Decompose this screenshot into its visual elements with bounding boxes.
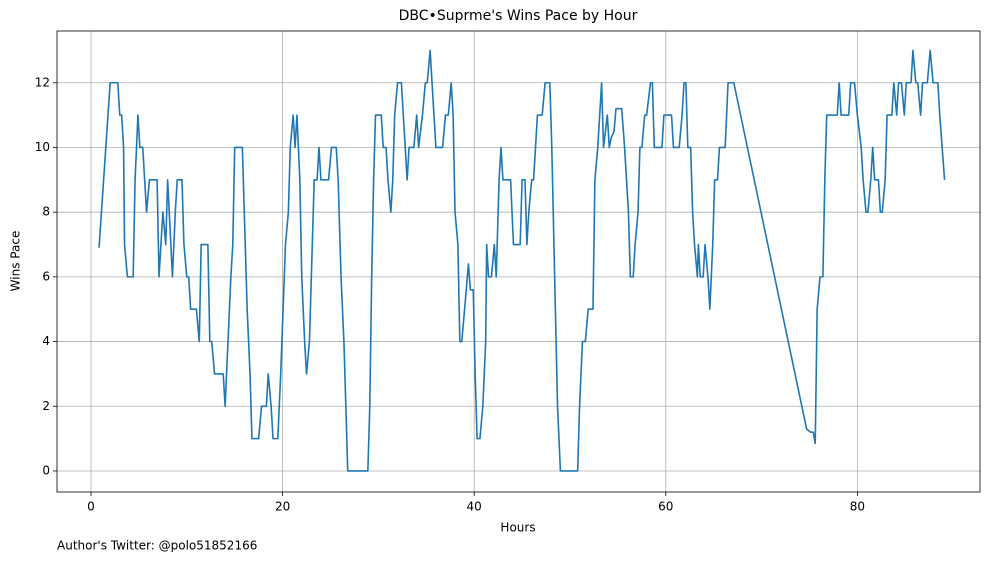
y-tick-label: 12 [35,75,50,89]
x-tick-label: 0 [87,500,95,514]
x-tick-label: 60 [658,500,673,514]
y-tick-label: 2 [42,399,50,413]
x-axis-label: Hours [500,521,535,535]
y-tick-label: 0 [42,463,50,477]
y-tick-label: 10 [35,140,50,154]
x-tick-label: 20 [275,500,290,514]
y-tick-label: 8 [42,205,50,219]
y-tick-label: 6 [42,269,50,283]
chart-title: DBC•Suprme's Wins Pace by Hour [399,8,638,24]
data-line [98,49,946,472]
x-tick-label: 80 [850,500,865,514]
footnote: Author's Twitter: @polo51852166 [57,539,257,553]
y-tick-label: 4 [42,334,50,348]
y-axis-label: Wins Pace [9,231,23,292]
plot-frame [56,30,981,493]
x-tick-label: 40 [467,500,482,514]
